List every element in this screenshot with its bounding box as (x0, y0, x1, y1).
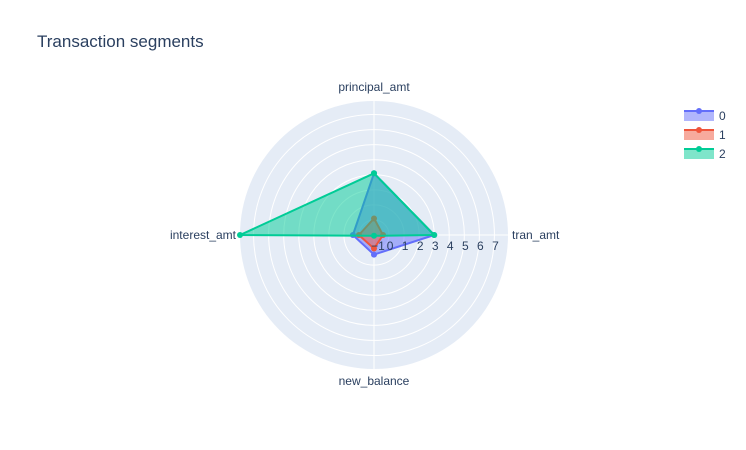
legend-item-1[interactable]: 1 (684, 127, 726, 142)
axis-label-principal_amt: principal_amt (338, 80, 410, 94)
radial-tick-label: 0 (387, 239, 394, 253)
radial-tick-label: 2 (417, 239, 424, 253)
radial-tick-label: 1 (402, 239, 409, 253)
axis-label-tran_amt: tran_amt (512, 228, 560, 242)
legend-label: 2 (719, 147, 726, 161)
series-2-point-interest_amt (237, 232, 243, 238)
legend-marker (696, 146, 702, 152)
angular-axis-labels: tran_amt principal_amt interest_amt new_bal… (170, 80, 560, 388)
radial-tick-label: 4 (447, 239, 454, 253)
legend-swatch (684, 130, 714, 140)
chart-title: Transaction segments (37, 32, 204, 51)
legend-marker (696, 108, 702, 114)
radial-tick-label: 5 (462, 239, 469, 253)
legend[interactable]: 0 1 2 (684, 108, 726, 161)
legend-item-2[interactable]: 2 (684, 146, 726, 161)
series-2-point-new_balance (371, 232, 377, 239)
series-2 (237, 170, 438, 239)
radial-tick-label: 6 (477, 239, 484, 253)
radial-tick-label: −1 (371, 239, 385, 253)
legend-swatch (684, 111, 714, 121)
radial-tick-label: 3 (432, 239, 439, 253)
legend-marker (696, 127, 702, 133)
legend-label: 1 (719, 128, 726, 142)
axis-label-interest_amt: interest_amt (170, 228, 237, 242)
axis-label-new_balance: new_balance (339, 374, 410, 388)
radial-tick-label: 7 (492, 239, 499, 253)
series-layer (237, 170, 438, 258)
legend-label: 0 (719, 109, 726, 123)
series-2-point-tran_amt (431, 232, 438, 238)
series-0-point-new_balance (371, 251, 377, 258)
series-1-point-new_balance (371, 245, 377, 252)
series-2-point-principal_amt (371, 170, 377, 177)
legend-item-0[interactable]: 0 (684, 108, 726, 123)
radial-tick-labels: −1 0 1 2 3 4 5 6 7 (371, 239, 499, 253)
legend-swatch (684, 149, 714, 159)
